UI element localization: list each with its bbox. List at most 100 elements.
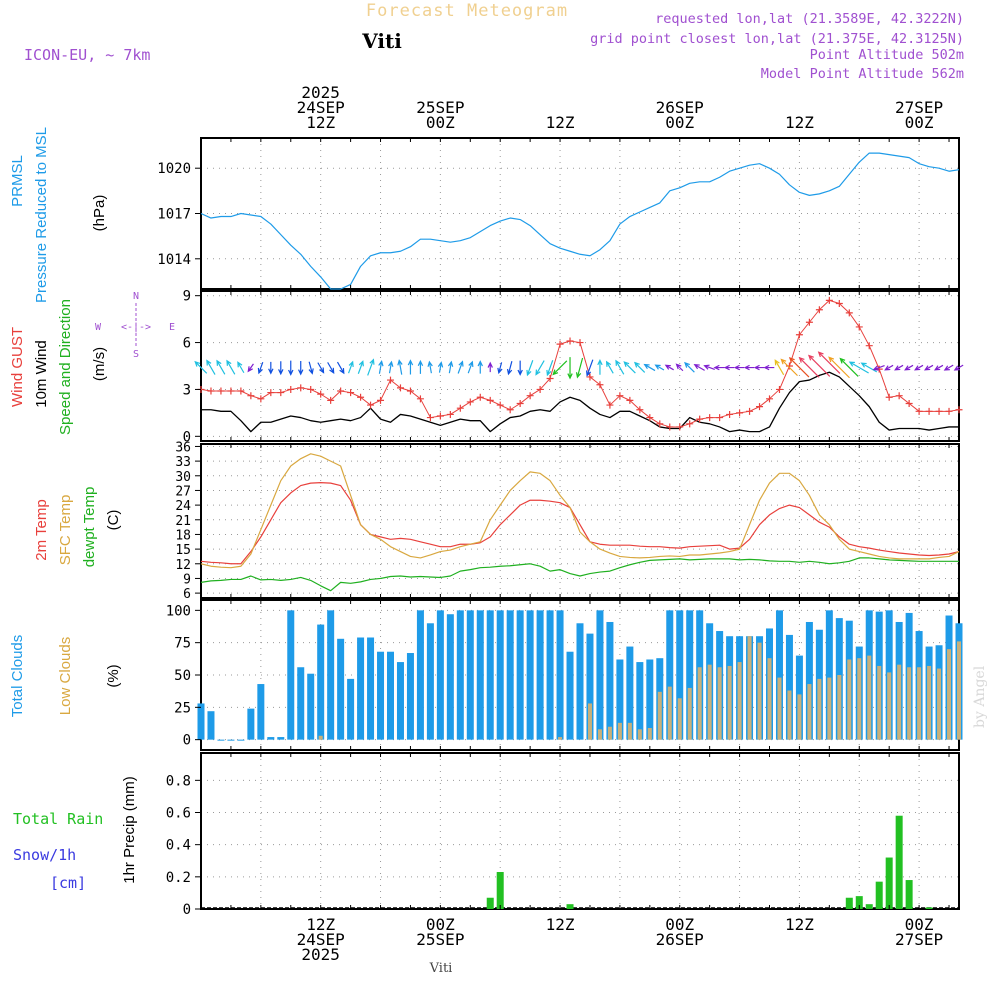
gust-marker <box>706 414 714 422</box>
low-clouds-bar <box>687 687 692 740</box>
wind-direction-arrow <box>703 364 715 370</box>
gust-marker <box>416 395 424 403</box>
rain-bar <box>905 880 913 909</box>
top-time-label: 00Z <box>665 113 694 132</box>
gust-marker <box>317 390 325 398</box>
wind-direction-arrow <box>780 358 798 377</box>
low-clouds-bar <box>727 665 732 740</box>
gust-marker <box>207 387 215 395</box>
low-clouds-bar <box>657 691 662 740</box>
total-clouds-bar <box>207 711 215 740</box>
low-clouds-bar <box>787 690 792 740</box>
total-clouds-bar <box>466 610 474 740</box>
compass-n: N <box>133 291 139 302</box>
temp-label-2m: 2m Temp <box>33 499 50 560</box>
gust-marker <box>436 412 444 420</box>
forecast-title: Forecast Meteogram <box>366 1 568 21</box>
top-time-label: 12Z <box>546 113 575 132</box>
total-clouds-bar <box>387 651 394 740</box>
bottom-time-label: 12Z <box>785 915 814 934</box>
wind-direction-arrow <box>675 363 684 372</box>
low-clouds-bar <box>837 675 842 740</box>
wind-direction-arrow <box>347 360 354 374</box>
panel-frame-temperature <box>200 443 960 599</box>
gust-marker <box>696 415 704 423</box>
total-clouds-bar <box>327 610 335 740</box>
model-altitude: Model Point Altitude 562m <box>761 66 964 82</box>
top-time-label: 00Z <box>905 113 934 132</box>
temp-label-sfc: SFC Temp <box>57 495 74 566</box>
top-time-label: 00Z <box>426 113 455 132</box>
total-clouds-bar <box>436 610 444 740</box>
y-tick-label: 9 <box>183 289 191 305</box>
rain-bar <box>486 897 494 909</box>
top-time-label: 26SEP <box>656 98 704 117</box>
gust-marker <box>516 400 524 407</box>
bottom-time-label: 25SEP <box>416 930 464 949</box>
gust-marker <box>267 389 275 397</box>
gust-marker <box>536 385 544 393</box>
y-tick-label: 50 <box>174 668 191 684</box>
y-tick-label: 25 <box>174 700 191 716</box>
wind-label-dir: Speed and Direction <box>57 299 74 435</box>
gust-marker <box>227 387 235 395</box>
gust-marker <box>736 409 744 417</box>
low-clouds-bar <box>747 636 752 740</box>
gust-marker <box>307 385 315 393</box>
gust-marker <box>905 400 913 407</box>
wind-direction-arrow <box>798 356 820 378</box>
wind-direction-arrow <box>933 364 944 371</box>
gust-marker <box>546 375 554 382</box>
total-clouds-bar <box>526 610 534 740</box>
y-tick-label: 6 <box>183 336 191 352</box>
gust-marker <box>327 396 335 404</box>
pressure-unit: (hPa) <box>91 195 108 232</box>
total-clouds-bar <box>337 638 345 740</box>
gust-marker <box>626 396 634 404</box>
total-clouds-bar <box>416 610 424 740</box>
total-clouds-bar <box>377 651 385 740</box>
point-altitude: Point Altitude 502m <box>810 47 964 63</box>
prmsl-line <box>200 152 960 290</box>
wind-direction-arrow <box>206 359 216 375</box>
gust-marker <box>466 398 474 406</box>
total-clouds-bar <box>297 667 305 740</box>
total-clouds-bar <box>456 610 464 740</box>
wind-unit: (m/s) <box>91 347 108 381</box>
gust-marker <box>277 389 285 397</box>
pressure-label-desc: Pressure Reduced to MSL <box>33 127 50 303</box>
wind-direction-arrow <box>317 362 325 374</box>
temp-unit: (C) <box>105 510 122 531</box>
total-clouds-bar <box>227 739 235 741</box>
total-clouds-bar <box>426 623 434 740</box>
wind-direction-arrow <box>298 360 304 376</box>
low-clouds-bar <box>737 662 742 740</box>
gust-marker <box>676 423 684 431</box>
total-clouds-bar <box>486 610 494 740</box>
total-clouds-bar <box>586 633 594 740</box>
wind-direction-arrow <box>743 364 755 371</box>
y-tick-label: 0.8 <box>166 773 191 789</box>
gust-marker <box>526 392 534 400</box>
low-clouds-bar <box>907 667 912 740</box>
gust-marker <box>935 407 943 415</box>
wind-label-gust: Wind GUST <box>9 327 26 407</box>
model-label: ICON-EU, ~ 7km <box>24 46 150 64</box>
total-clouds-bar <box>775 610 783 740</box>
wind-direction-arrow <box>397 359 403 375</box>
total-clouds-bar <box>237 739 245 741</box>
wind-direction-arrow <box>807 354 831 377</box>
wind-direction-arrow <box>586 359 594 377</box>
total-clouds-bar <box>566 651 574 740</box>
total-clouds-bar <box>785 634 793 740</box>
grid-point-coords: grid point closest lon,lat (21.375E, 42.… <box>590 31 964 47</box>
total-clouds-bar <box>536 610 544 740</box>
wind-direction-arrow <box>817 351 841 374</box>
gust-marker <box>506 406 514 414</box>
low-clouds-bar <box>587 703 592 740</box>
clouds-label-low: Low Clouds <box>57 637 74 715</box>
requested-coords: requested lon,lat (21.3589E, 42.3222N) <box>655 11 964 27</box>
gust-marker <box>257 395 265 403</box>
rain-bar <box>855 896 863 909</box>
